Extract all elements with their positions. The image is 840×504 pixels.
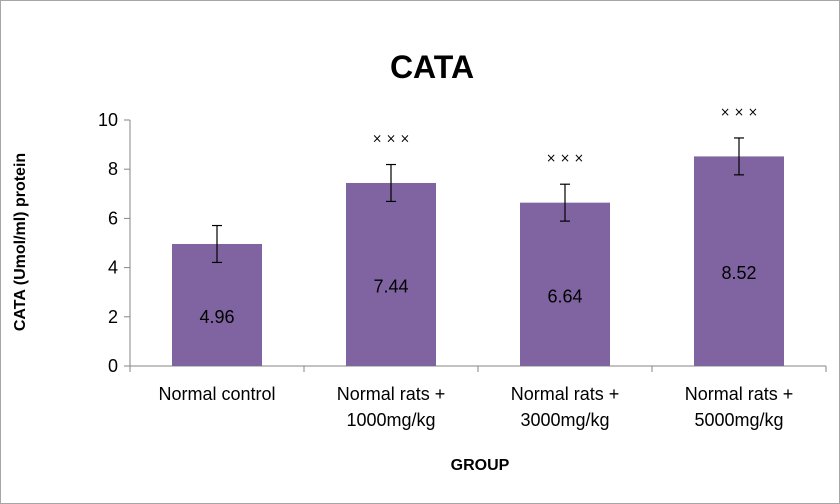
x-tick-label: Normal rats +	[511, 384, 620, 404]
significance-marker: × × ×	[546, 151, 584, 165]
y-tick-label: 10	[98, 110, 118, 130]
x-tick-label: 1000mg/kg	[346, 410, 435, 430]
y-axis-title: CATA (Umol/ml) protein	[12, 153, 29, 331]
plot-area: 0 2 4 6 8 10 4.96 Normal control 7.44 × × × Normal…	[98, 105, 827, 430]
x-tick-label: 3000mg/kg	[520, 410, 609, 430]
bar	[346, 182, 436, 366]
data-label: 6.64	[547, 286, 582, 306]
data-label: 8.52	[721, 263, 756, 283]
x-tick-label: Normal control	[158, 384, 275, 404]
data-label: 4.96	[199, 307, 234, 327]
bar	[520, 202, 610, 366]
x-tick-label: Normal rats +	[685, 384, 794, 404]
y-tick-label: 0	[108, 356, 118, 376]
x-axis-title: GROUP	[451, 457, 510, 474]
x-tick-label: Normal rats +	[337, 384, 446, 404]
significance-marker: × × ×	[372, 132, 410, 146]
y-tick-label: 2	[108, 307, 118, 327]
data-label: 7.44	[373, 276, 408, 296]
x-tick-label: 5000mg/kg	[694, 410, 783, 430]
y-tick-label: 6	[108, 208, 118, 228]
y-tick-label: 8	[108, 159, 118, 179]
significance-marker: × × ×	[720, 105, 758, 119]
chart-title: CATA	[390, 49, 474, 85]
bar	[694, 156, 784, 366]
bar	[172, 243, 262, 366]
y-tick-label: 4	[108, 258, 118, 278]
